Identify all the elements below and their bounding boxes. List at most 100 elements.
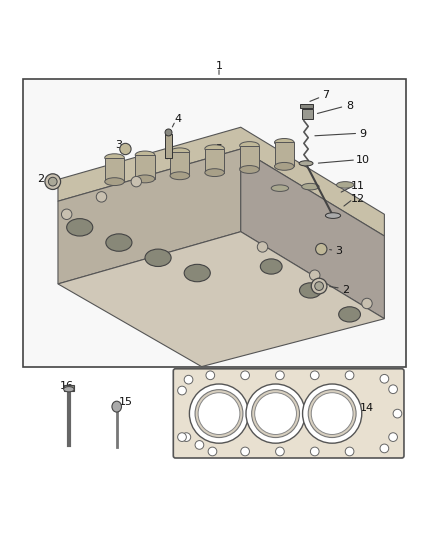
Circle shape: [241, 371, 250, 379]
Text: 3: 3: [335, 246, 342, 256]
Ellipse shape: [205, 169, 224, 176]
Ellipse shape: [339, 307, 360, 322]
Bar: [275, 142, 294, 166]
Ellipse shape: [205, 145, 224, 152]
Bar: [23, 79, 406, 367]
FancyBboxPatch shape: [173, 369, 404, 458]
Text: 5: 5: [215, 144, 223, 154]
Ellipse shape: [275, 163, 294, 170]
Bar: [64, 385, 74, 391]
Circle shape: [315, 282, 323, 290]
Circle shape: [345, 371, 354, 379]
Circle shape: [165, 129, 172, 136]
Ellipse shape: [170, 148, 190, 156]
Ellipse shape: [271, 185, 289, 191]
Ellipse shape: [135, 151, 155, 159]
Circle shape: [120, 143, 131, 155]
Ellipse shape: [135, 175, 155, 183]
Circle shape: [310, 270, 320, 280]
Circle shape: [182, 433, 191, 441]
Bar: [300, 104, 313, 108]
Ellipse shape: [170, 172, 190, 180]
Text: 12: 12: [351, 194, 365, 204]
Ellipse shape: [105, 154, 124, 161]
Text: 1: 1: [215, 61, 223, 71]
Text: 4: 4: [174, 114, 181, 124]
Text: 3: 3: [115, 140, 122, 150]
Circle shape: [311, 278, 327, 294]
Bar: [165, 134, 173, 158]
Bar: [170, 152, 189, 176]
Bar: [135, 155, 155, 179]
Circle shape: [198, 393, 240, 434]
Circle shape: [48, 177, 57, 186]
Circle shape: [252, 390, 300, 438]
Ellipse shape: [299, 161, 313, 166]
Text: 2: 2: [37, 174, 44, 184]
Ellipse shape: [67, 219, 93, 236]
Circle shape: [345, 447, 354, 456]
Circle shape: [206, 371, 215, 379]
Ellipse shape: [145, 249, 171, 266]
Text: 8: 8: [346, 101, 353, 111]
Bar: [302, 109, 313, 118]
Circle shape: [178, 386, 186, 395]
Text: 14: 14: [360, 403, 374, 413]
Text: 6: 6: [242, 157, 249, 167]
Circle shape: [276, 371, 284, 379]
Circle shape: [195, 390, 243, 438]
Circle shape: [311, 393, 353, 434]
Circle shape: [303, 384, 362, 443]
Circle shape: [61, 209, 72, 220]
Ellipse shape: [302, 183, 319, 190]
Ellipse shape: [275, 139, 294, 147]
Polygon shape: [58, 127, 385, 236]
Polygon shape: [58, 232, 385, 367]
Ellipse shape: [300, 283, 321, 298]
Circle shape: [389, 385, 397, 393]
Circle shape: [380, 444, 389, 453]
Circle shape: [246, 384, 305, 443]
Bar: [240, 146, 259, 169]
Text: 2: 2: [342, 286, 349, 295]
Bar: [105, 158, 124, 182]
Circle shape: [257, 241, 268, 252]
Ellipse shape: [260, 259, 282, 274]
Polygon shape: [58, 149, 241, 284]
Ellipse shape: [106, 234, 132, 251]
Ellipse shape: [325, 213, 341, 219]
Text: 16: 16: [60, 381, 74, 391]
Text: 11: 11: [351, 181, 365, 191]
Circle shape: [189, 384, 249, 443]
Text: 9: 9: [359, 129, 366, 139]
Ellipse shape: [240, 142, 259, 149]
Ellipse shape: [112, 401, 121, 412]
Circle shape: [380, 375, 389, 383]
Circle shape: [311, 371, 319, 379]
Circle shape: [393, 409, 402, 418]
Circle shape: [184, 375, 193, 384]
Text: 10: 10: [356, 155, 370, 165]
Circle shape: [389, 433, 397, 441]
Circle shape: [208, 447, 217, 456]
Polygon shape: [241, 149, 385, 319]
Circle shape: [254, 393, 297, 434]
Text: 15: 15: [118, 397, 132, 407]
Ellipse shape: [105, 177, 124, 185]
Circle shape: [362, 298, 372, 309]
Circle shape: [311, 447, 319, 456]
Circle shape: [241, 447, 250, 456]
Circle shape: [308, 390, 356, 438]
Circle shape: [195, 441, 204, 449]
Circle shape: [45, 174, 60, 189]
Ellipse shape: [240, 166, 259, 173]
Circle shape: [316, 244, 327, 255]
Text: 7: 7: [322, 91, 329, 100]
Ellipse shape: [336, 182, 354, 188]
Circle shape: [276, 447, 284, 456]
Text: 13: 13: [332, 397, 346, 407]
Ellipse shape: [184, 264, 210, 282]
Circle shape: [178, 433, 186, 441]
Bar: [205, 149, 224, 173]
Ellipse shape: [64, 386, 74, 392]
